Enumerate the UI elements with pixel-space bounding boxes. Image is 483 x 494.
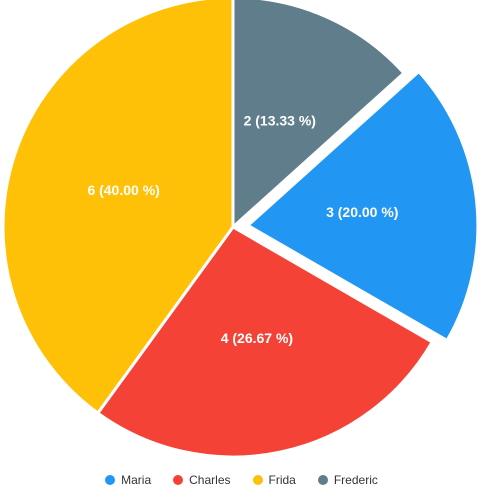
data-label-frederic: 2 (13.33 %) bbox=[244, 113, 316, 129]
legend-marker-maria bbox=[105, 475, 116, 485]
legend-item-frida[interactable]: Frida bbox=[252, 473, 296, 487]
legend-label-maria: Maria bbox=[121, 473, 152, 487]
legend-item-maria[interactable]: Maria bbox=[105, 473, 151, 487]
legend-label-frida: Frida bbox=[268, 473, 296, 487]
legend-marker-frida bbox=[252, 475, 263, 485]
legend: Maria Charles Frida Frederic bbox=[0, 471, 483, 489]
legend-item-charles[interactable]: Charles bbox=[173, 473, 231, 487]
legend-marker-charles bbox=[173, 475, 184, 485]
legend-item-frederic[interactable]: Frederic bbox=[317, 473, 378, 487]
pie-slice-maria[interactable] bbox=[246, 70, 480, 342]
data-label-frida: 6 (40.00 %) bbox=[87, 182, 159, 198]
legend-label-charles: Charles bbox=[189, 473, 231, 487]
pie-slice-charles[interactable] bbox=[96, 225, 434, 459]
data-label-charles: 4 (26.67 %) bbox=[221, 330, 293, 346]
data-label-maria: 3 (20.00 %) bbox=[326, 204, 398, 220]
legend-marker-frederic bbox=[317, 475, 328, 485]
legend-label-frederic: Frederic bbox=[333, 473, 378, 487]
pie-slice-frida[interactable] bbox=[1, 0, 235, 415]
pie-slice-frederic[interactable] bbox=[231, 0, 406, 229]
